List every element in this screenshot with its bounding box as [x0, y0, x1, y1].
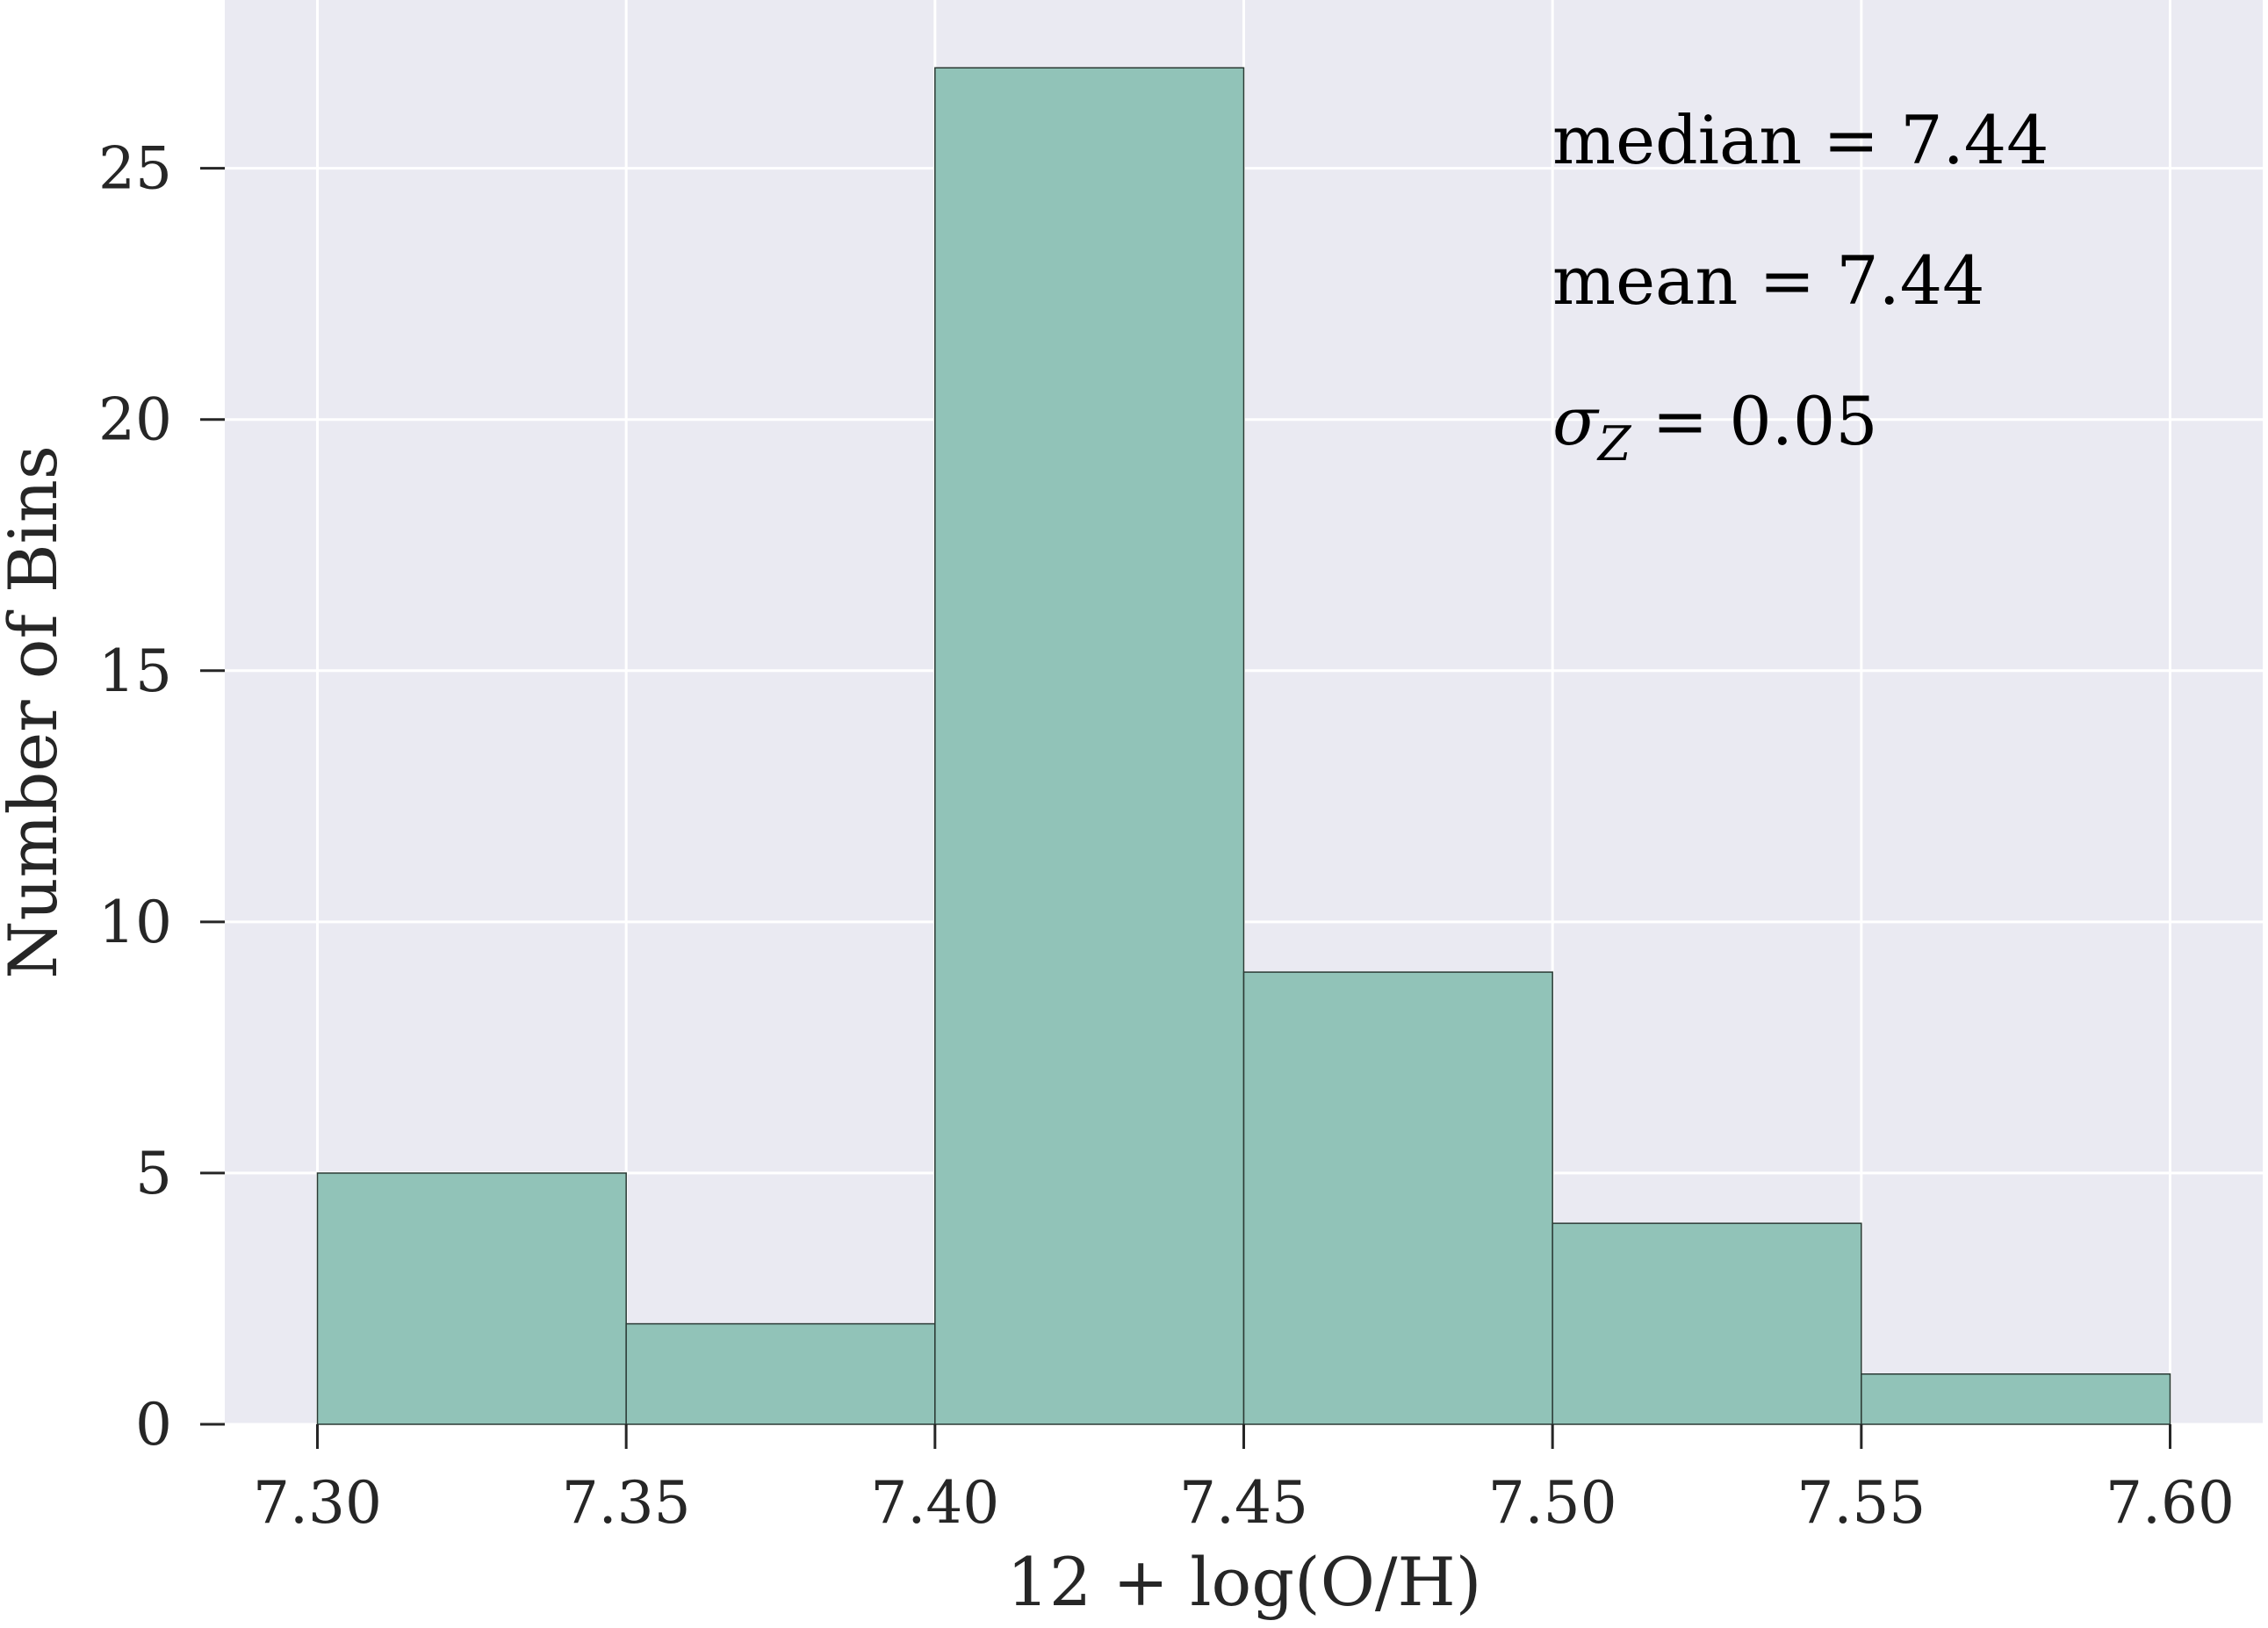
- histogram-bar: [1242, 971, 1553, 1425]
- mean-annotation: mean = 7.44: [1552, 241, 1985, 320]
- histogram-bar: [1552, 1222, 1862, 1425]
- x-tick-label: 7.55: [1796, 1469, 1926, 1537]
- x-axis-label: 12 + log(O/H): [1007, 1543, 1482, 1621]
- y-tick-label: 15: [98, 638, 172, 705]
- histogram-bars: [316, 67, 2171, 1425]
- sigma-subscript: Z: [1596, 416, 1632, 472]
- y-tick-label: 10: [98, 889, 172, 956]
- x-tick-label: 7.50: [1488, 1469, 1617, 1537]
- y-tick-label: 20: [98, 386, 172, 454]
- histogram-bar: [625, 1322, 936, 1425]
- sigma-symbol: σ: [1552, 382, 1600, 460]
- histogram-bar: [934, 67, 1245, 1425]
- y-axis: 0 5 10 15 20 25: [98, 135, 225, 1459]
- x-tick-label: 7.60: [2106, 1469, 2235, 1537]
- histogram-bar: [316, 1172, 627, 1425]
- stats-annotation: median = 7.44 mean = 7.44 σZ = 0.05: [1552, 101, 2048, 472]
- y-axis-label: Number of Bins: [0, 445, 72, 979]
- x-axis: 7.30 7.35 7.40 7.45 7.50 7.55 7.60: [253, 1424, 2235, 1537]
- x-tick-label: 7.35: [562, 1469, 691, 1537]
- x-tick-label: 7.30: [253, 1469, 382, 1537]
- y-tick-label: 5: [135, 1140, 172, 1207]
- y-tick-label: 25: [98, 135, 172, 203]
- histogram-bar: [1861, 1373, 2171, 1425]
- y-tick-label: 0: [135, 1391, 172, 1459]
- sigma-annotation: σZ = 0.05: [1552, 382, 1878, 472]
- x-tick-label: 7.40: [870, 1469, 999, 1537]
- median-annotation: median = 7.44: [1552, 101, 2048, 179]
- sigma-value: = 0.05: [1631, 382, 1877, 460]
- x-tick-label: 7.45: [1179, 1469, 1308, 1537]
